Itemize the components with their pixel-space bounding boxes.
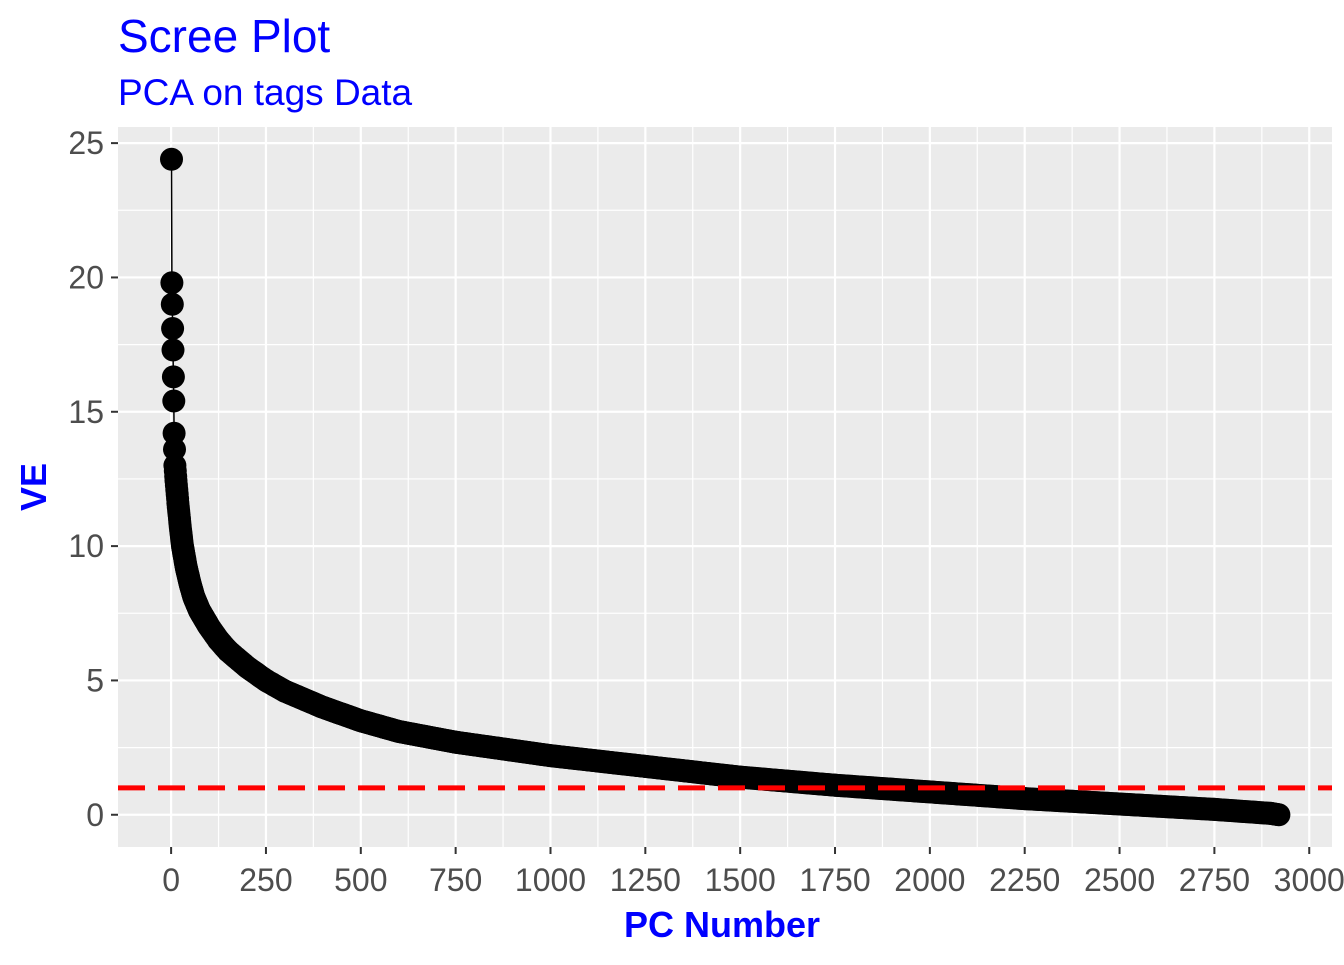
data-point <box>161 365 185 389</box>
x-axis-title: PC Number <box>624 904 820 945</box>
x-tick-label: 2250 <box>989 862 1060 898</box>
y-axis-tick-labels: 0 5 10 15 20 25 <box>68 125 104 833</box>
chart-title: Scree Plot <box>118 10 330 62</box>
x-axis-tick-labels: 0 250 500 750 1000 1250 1500 1750 2000 2250 2500 27… <box>162 862 1344 898</box>
x-tick-label: 1000 <box>515 862 586 898</box>
x-tick-label: 1750 <box>799 862 870 898</box>
axis-ticks <box>111 142 1311 854</box>
x-tick-label: 250 <box>239 862 292 898</box>
data-point <box>163 437 186 461</box>
y-tick-label: 10 <box>68 528 104 564</box>
x-tick-label: 0 <box>162 862 180 898</box>
x-tick-label: 2750 <box>1179 862 1250 898</box>
y-tick-label: 15 <box>68 394 104 430</box>
data-point <box>161 338 185 362</box>
y-tick-label: 0 <box>86 797 104 833</box>
x-tick-label: 3000 <box>1274 862 1344 898</box>
y-tick-label: 25 <box>68 125 104 161</box>
minor-gridlines <box>118 127 1332 847</box>
data-point <box>161 317 185 340</box>
data-point <box>162 389 186 413</box>
x-tick-label: 750 <box>429 862 482 898</box>
x-tick-label: 1500 <box>705 862 776 898</box>
x-tick-label: 500 <box>334 862 387 898</box>
data-point <box>1267 803 1291 827</box>
x-tick-label: 1250 <box>610 862 681 898</box>
data-point <box>162 421 186 445</box>
chart-subtitle: PCA on tags Data <box>118 72 413 113</box>
plot-panel <box>118 127 1332 847</box>
y-axis-title: VE <box>13 463 54 511</box>
data-point <box>160 292 184 316</box>
x-tick-label: 2000 <box>894 862 965 898</box>
x-tick-label: 2500 <box>1084 862 1155 898</box>
y-tick-label: 20 <box>68 259 104 295</box>
data-point <box>160 147 183 171</box>
data-point <box>160 271 184 295</box>
y-tick-label: 5 <box>86 662 104 698</box>
